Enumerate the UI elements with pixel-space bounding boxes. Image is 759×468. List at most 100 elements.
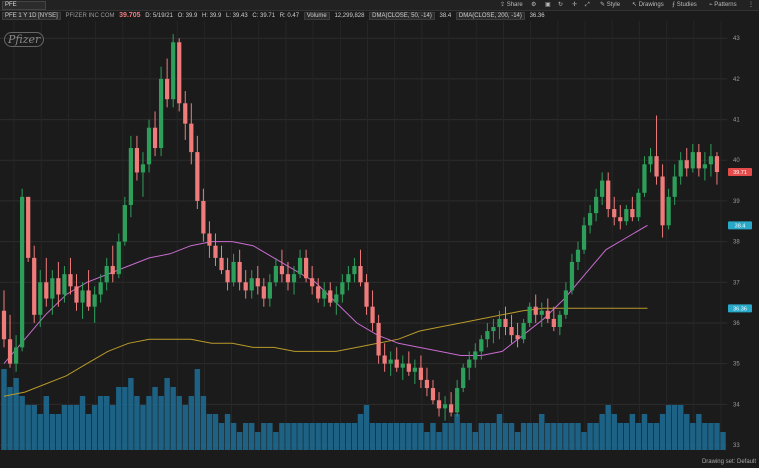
crosshair-icon[interactable]: ✛ [572,2,578,8]
dma50-label[interactable]: DMA(CLOSE, 50, -14) [369,12,435,20]
style-label: Style [606,2,621,8]
candle-body [370,306,375,323]
volume-bar [315,423,321,450]
candle-body [13,347,19,364]
candle-body [666,196,671,226]
candle-body [26,196,31,258]
candle-body [594,196,599,214]
more-icon[interactable]: ⋮ [748,2,754,8]
candle-body [606,180,611,210]
dma200-value: 36.36 [529,13,545,19]
dma200-price-tag-bg [728,304,752,313]
candle-body [86,290,91,307]
volume-bar [557,423,563,450]
candle-body [479,339,484,352]
settings-icon[interactable]: ⚙ [531,2,537,8]
y-tick-label: 36 [733,321,740,327]
candle-body [38,282,43,315]
volume-bar [49,414,56,450]
candle-body [128,148,133,205]
candle-body [473,351,478,360]
volume-bar [182,405,188,450]
volume-bar [31,405,37,450]
candle-body [581,225,587,250]
refresh-icon[interactable]: ↻ [558,2,564,8]
volume-bar [158,396,164,450]
volume-bar [635,423,642,450]
volume-bar [659,414,666,450]
high-value: H: 39.9 [201,13,222,19]
studies-button[interactable]: ⨍ Studies [672,0,697,10]
volume-bar [61,405,68,450]
volume-bar [224,414,231,450]
price-chart[interactable]: 434241403938373635343311/911/1611/2311/3… [0,21,759,450]
candle-body [328,290,333,303]
style-button[interactable]: ✎ Style [600,0,620,10]
expand-icon[interactable]: ⤢ [585,2,590,8]
volume-value: 12,299,828 [334,13,365,19]
volume-bar [13,378,19,450]
volume-bar [442,423,448,450]
dma200-line [3,307,648,397]
volume-bar [448,423,454,450]
volume-bar [19,396,25,450]
volume-bar [25,405,31,450]
drawings-button[interactable]: ↖ Drawings [632,0,664,10]
volume-bar [297,423,303,450]
candle-body [503,318,508,328]
candle-body [376,322,381,356]
candle-body [424,379,430,389]
share-button[interactable]: ⇪ Share [500,0,523,10]
candle-body [418,367,424,380]
candle-body [110,266,115,275]
candle-body [219,257,224,271]
volume-label[interactable]: Volume [303,12,330,20]
date-value: D: 5/19/21 [145,13,173,19]
dma200-label[interactable]: DMA(CLOSE, 200, -14) [455,12,525,20]
drawing-set-label[interactable]: Drawing set: Default [701,459,756,465]
candle-body [690,152,695,169]
screenshot-icon[interactable]: ▣ [545,2,551,8]
volume-bar [279,423,285,450]
candle-body [98,282,103,295]
candle-body [116,241,121,275]
candle-body [702,164,707,169]
candle-body [660,176,665,226]
patterns-button[interactable]: ⌁ Patterns [709,0,737,10]
volume-bar [249,423,255,450]
volume-bar [164,378,170,450]
volume-bar [333,423,340,450]
candle-body [261,286,266,299]
candle-body [521,322,526,340]
candle-body [1,310,7,340]
volume-bar [575,423,581,450]
volume-bar [412,423,418,450]
volume-bar [714,423,720,450]
patterns-icon: ⌁ [709,2,715,8]
volume-bar [37,414,43,450]
patterns-label: Patterns [714,2,737,8]
volume-bar [176,396,182,450]
volume-bar [587,423,593,450]
candle-body [388,359,393,364]
candle-body [406,363,411,372]
candle-body [527,306,532,323]
candle-body [213,245,218,258]
candle-body [382,355,387,364]
volume-bar [43,396,50,450]
volume-bar [394,423,400,450]
symbol-input[interactable]: PFE [2,1,46,10]
candle-body [231,261,236,283]
volume-bar [387,423,394,450]
volume-bar [508,423,515,450]
candle-body [624,209,629,222]
candle-body [195,152,200,201]
candle-body [648,156,653,165]
candle-body [557,314,562,328]
candle-body [68,274,73,287]
candle-body [177,42,182,104]
legend-bar: PFE 1 Y 1D [NYSE] PFIZER INC COM 39.705 … [2,11,548,20]
chart-descriptor[interactable]: PFE 1 Y 1D [NYSE] [2,12,61,20]
volume-bar [242,423,249,450]
candle-body [684,160,689,169]
